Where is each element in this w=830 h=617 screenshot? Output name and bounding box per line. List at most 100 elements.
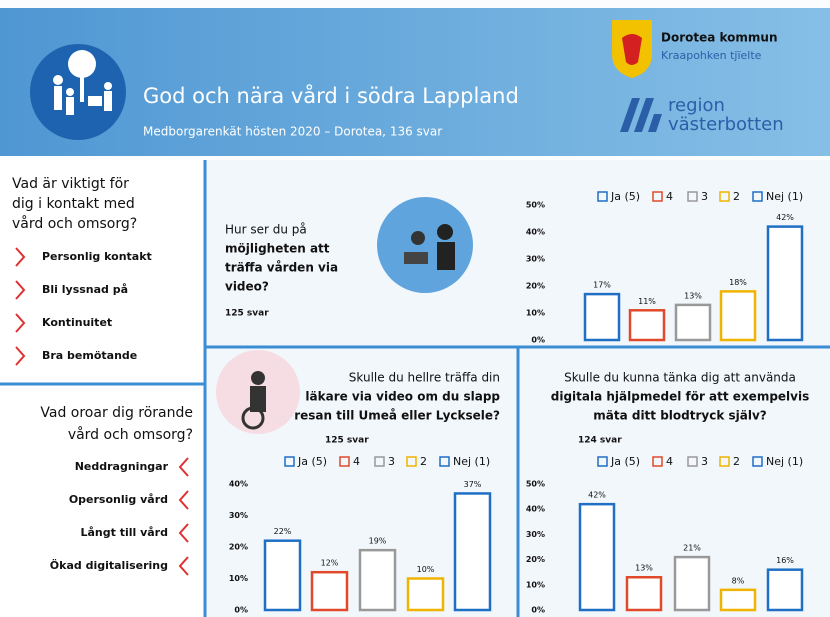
y-tick-label: 30%: [229, 511, 248, 520]
y-tick-label: 50%: [526, 201, 545, 210]
sidebar-item: Opersonlig vård: [69, 493, 168, 506]
value-label: 13%: [684, 291, 702, 300]
bar: [263, 539, 302, 612]
bar: [674, 303, 712, 342]
legend-label: 2: [733, 190, 740, 203]
y-tick-label: 20%: [526, 282, 545, 291]
y-tick-label: 0%: [234, 606, 248, 615]
header-band: [0, 8, 830, 156]
legend-swatch: [752, 191, 763, 202]
question: Skulle du kunna tänka dig att använda: [564, 371, 796, 385]
sidebar-question: Vad är viktigt för: [12, 176, 129, 192]
org-name: Dorotea kommun: [661, 31, 778, 45]
legend-swatch: [374, 456, 385, 467]
coat-of-arms: [612, 20, 652, 78]
chevron: [15, 313, 26, 333]
y-tick-label: 40%: [229, 480, 248, 489]
legend-label: 2: [420, 455, 427, 468]
photo: [377, 197, 473, 293]
sidebar-item: Personlig kontakt: [42, 250, 152, 263]
region-name: västerbotten: [668, 114, 784, 135]
value-label: 13%: [635, 564, 653, 573]
sidebar-item: Kontinuitet: [42, 316, 112, 329]
sidebar-item: Ökad digitalisering: [50, 558, 168, 572]
value-label: 18%: [729, 278, 747, 287]
sidebar-question: Vad oroar dig rörande: [40, 405, 193, 421]
legend-swatch: [597, 191, 608, 202]
y-tick-label: 0%: [531, 336, 545, 345]
value-label: 10%: [417, 565, 435, 574]
question: läkare via video om du slapp: [305, 390, 500, 404]
legend-label: Ja (5): [610, 190, 640, 203]
question: resan till Umeå eller Lycksele?: [294, 409, 500, 423]
chevron: [178, 556, 189, 576]
legend-swatch: [406, 456, 417, 467]
chevron: [15, 346, 26, 366]
legend-label: 4: [353, 455, 360, 468]
legend-swatch: [652, 191, 663, 202]
value-label: 17%: [593, 281, 611, 290]
legend-swatch: [652, 456, 663, 467]
sidebar-item: Bli lyssnad på: [42, 283, 128, 296]
question: digitala hjälpmedel för att exempelvis: [551, 390, 810, 404]
legend-label: Ja (5): [610, 455, 640, 468]
chevron: [178, 523, 189, 543]
question: träffa vården via: [225, 261, 338, 275]
legend-swatch: [339, 456, 350, 467]
org-subname: Kraapohken tjïelte: [661, 49, 762, 62]
sidebar-item: Neddragningar: [75, 460, 169, 473]
legend-swatch: [687, 191, 698, 202]
y-tick-label: 50%: [526, 480, 545, 489]
bar: [628, 309, 666, 342]
value-label: 16%: [776, 556, 794, 565]
y-tick-label: 30%: [526, 255, 545, 264]
legend-swatch: [752, 456, 763, 467]
sidebar-item: Långt till vård: [80, 526, 168, 539]
question: video?: [225, 280, 269, 294]
sidebar-question: dig i kontakt med: [12, 196, 135, 212]
value-label: 12%: [321, 559, 339, 568]
bar: [310, 570, 349, 612]
bar: [766, 225, 804, 342]
y-tick-label: 10%: [526, 580, 545, 589]
sidebar-item: Bra bemötande: [42, 349, 137, 362]
legend-label: Ja (5): [297, 455, 327, 468]
y-tick-label: 40%: [526, 505, 545, 514]
y-tick-label: 20%: [229, 543, 248, 552]
legend-swatch: [439, 456, 450, 467]
legend-swatch: [284, 456, 295, 467]
photo: [216, 350, 300, 434]
chevron: [178, 490, 189, 510]
y-tick-label: 10%: [526, 309, 545, 318]
bar: [578, 502, 616, 612]
question: möjligheten att: [225, 242, 330, 256]
chevron: [178, 457, 189, 477]
value-label: 8%: [732, 576, 745, 585]
bar: [719, 588, 757, 612]
logo: [30, 44, 126, 140]
subtitle: Medborgarenkät hösten 2020 – Dorotea, 13…: [143, 125, 442, 139]
chevron: [15, 247, 26, 267]
legend-label: Nej (1): [766, 455, 803, 468]
legend-label: 2: [733, 455, 740, 468]
legend-label: 3: [701, 455, 708, 468]
value-label: 42%: [776, 213, 794, 222]
sidebar-question: vård och omsorg?: [12, 215, 137, 232]
responses: 124 svar: [578, 436, 622, 446]
bar: [453, 492, 492, 612]
title: God och nära vård i södra Lappland: [143, 83, 519, 108]
legend-label: Nej (1): [453, 455, 490, 468]
bar: [719, 290, 757, 342]
question: mäta ditt blodtryck själv?: [593, 409, 767, 423]
bar: [358, 548, 397, 612]
legend-swatch: [597, 456, 608, 467]
value-label: 42%: [588, 491, 606, 500]
responses: 125 svar: [325, 436, 369, 446]
bar: [625, 575, 663, 612]
legend-label: 4: [666, 455, 673, 468]
y-tick-label: 10%: [229, 574, 248, 583]
responses: 125 svar: [225, 309, 269, 319]
question: Skulle du hellre träffa din: [349, 371, 500, 385]
bar: [406, 577, 445, 612]
